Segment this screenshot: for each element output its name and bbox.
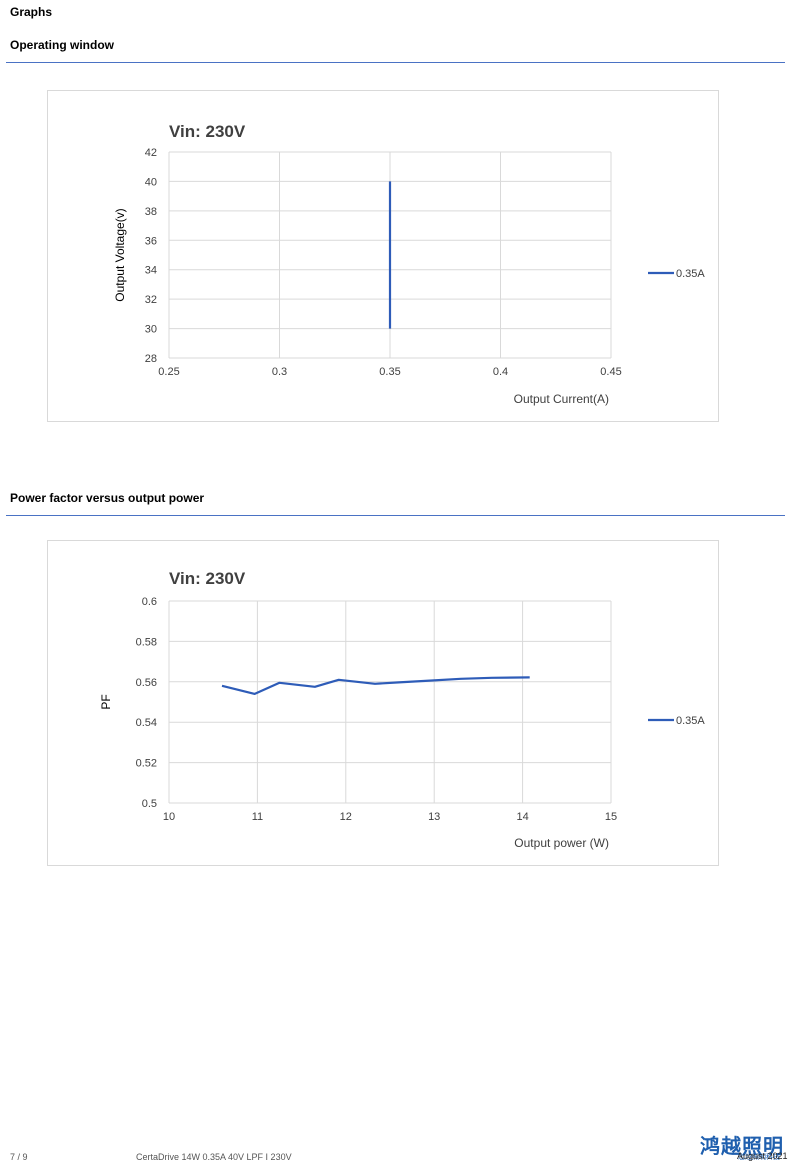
section-title: Graphs xyxy=(10,5,53,19)
x-axis-label: Output power (W) xyxy=(514,836,609,850)
x-tick-label: 13 xyxy=(428,811,440,823)
y-tick-label: 0.58 xyxy=(136,636,157,648)
x-tick-label: 0.3 xyxy=(272,366,287,378)
y-tick-label: 38 xyxy=(145,206,157,218)
product-name: CertaDrive 14W 0.35A 40V LPF I 230V xyxy=(136,1152,292,1162)
x-tick-label: 12 xyxy=(340,811,352,823)
heading-rule xyxy=(6,515,785,516)
x-axis-label: Output Current(A) xyxy=(514,392,609,406)
heading-rule xyxy=(6,62,785,63)
operating-window-chart-frame: 0.25 0.3 0.35 0.4 0.45 28 30 32 34 36 38 40 42 Vin: 2… xyxy=(47,90,719,422)
y-axis-label: Output Voltage(v) xyxy=(113,208,127,301)
chart-title: Vin: 230V xyxy=(169,569,246,588)
power-factor-heading: Power factor versus output power xyxy=(10,491,205,505)
y-tick-label: 0.52 xyxy=(136,758,157,770)
operating-window-chart: 0.25 0.3 0.35 0.4 0.45 28 30 32 34 36 38 40 42 Vin: 2… xyxy=(113,122,705,406)
logo-subtext: 宏越照明科技 xyxy=(738,1154,780,1161)
y-tick-label: 30 xyxy=(145,324,157,336)
y-tick-label: 32 xyxy=(145,294,157,306)
power-factor-chart-frame: 10 11 12 13 14 15 0.5 0.52 0.54 0.56 0.58 0.6 Vin: 2… xyxy=(47,540,719,866)
y-tick-label: 28 xyxy=(145,353,157,365)
page-number: 7 / 9 xyxy=(10,1152,28,1162)
x-tick-label: 10 xyxy=(163,811,175,823)
legend-label: 0.35A xyxy=(676,715,705,727)
company-logo: 鸿越照明 宏越照明科技 xyxy=(700,1130,796,1162)
x-tick-label: 0.25 xyxy=(158,366,179,378)
y-tick-label: 42 xyxy=(145,147,157,159)
y-tick-label: 36 xyxy=(145,235,157,247)
x-tick-label: 0.4 xyxy=(493,366,508,378)
y-tick-label: 0.6 xyxy=(142,596,157,608)
y-tick-label: 0.54 xyxy=(136,717,157,729)
y-tick-label: 0.5 xyxy=(142,798,157,810)
y-tick-label: 34 xyxy=(145,265,157,277)
series-line xyxy=(221,676,530,695)
power-factor-chart: 10 11 12 13 14 15 0.5 0.52 0.54 0.56 0.58 0.6 Vin: 2… xyxy=(99,569,705,850)
x-tick-label: 11 xyxy=(252,811,263,823)
y-axis-label: PF xyxy=(99,694,113,709)
y-tick-label: 0.56 xyxy=(136,677,157,689)
logo-text: 鸿越照明 xyxy=(700,1134,784,1158)
x-tick-label: 0.35 xyxy=(379,366,400,378)
operating-window-heading: Operating window xyxy=(10,38,114,52)
x-tick-label: 14 xyxy=(516,811,528,823)
x-tick-label: 15 xyxy=(605,811,617,823)
legend-label: 0.35A xyxy=(676,268,705,280)
y-tick-label: 40 xyxy=(145,176,157,188)
footer-date: August 2021 xyxy=(737,1151,788,1161)
chart-title: Vin: 230V xyxy=(169,122,246,141)
x-tick-label: 0.45 xyxy=(600,366,621,378)
